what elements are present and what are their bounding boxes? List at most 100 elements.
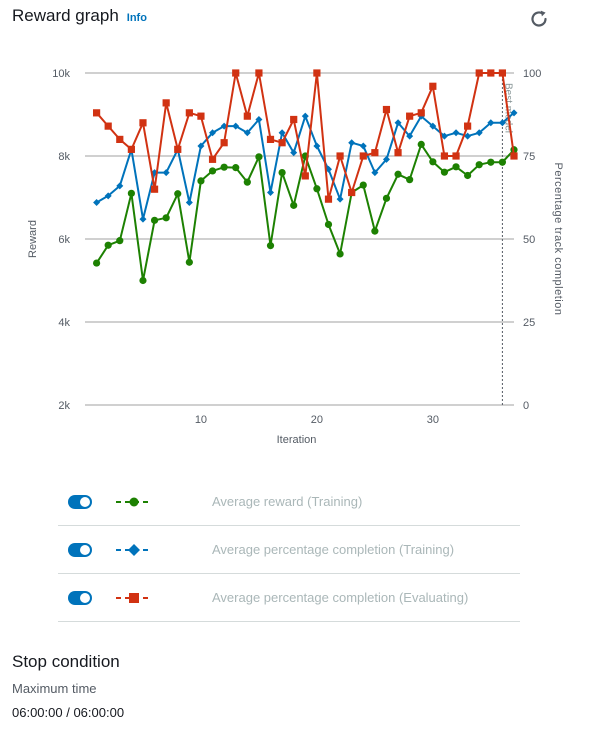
series-point [313, 142, 321, 150]
series-point [336, 250, 344, 258]
series-point [267, 189, 275, 197]
reward-chart: 2k 4k 6k 8k 10k 0 25 50 75 100 10 20 30 Iteration Rewa… [27, 68, 564, 446]
series-point [278, 139, 286, 147]
x-tick-label: 20 [311, 414, 323, 426]
series-point [150, 216, 159, 224]
series-point [336, 195, 344, 203]
series-point [406, 112, 414, 120]
series-line [96, 112, 515, 221]
series-point [209, 129, 217, 137]
series-point [498, 69, 507, 77]
y-left-tick-label: 2k [58, 400, 70, 412]
series-point [185, 109, 193, 117]
series-point [243, 112, 251, 120]
y-left-tick-label: 4k [58, 317, 70, 329]
refresh-icon[interactable] [528, 8, 550, 30]
series-point [359, 181, 367, 189]
info-link[interactable]: Info [126, 12, 147, 24]
series-point [232, 164, 240, 172]
series-point [197, 142, 205, 150]
series-point [324, 195, 333, 203]
x-tick-label: 30 [427, 414, 439, 426]
series-point [174, 190, 182, 198]
series-point [232, 122, 240, 130]
series-point [382, 105, 391, 114]
series-point [220, 139, 228, 147]
legend-label: Average reward (Training) [212, 494, 363, 509]
series-point [243, 178, 251, 186]
series-point [174, 145, 182, 153]
series-point [197, 177, 205, 185]
series-point [475, 161, 483, 169]
series-point [243, 129, 251, 137]
y-right-axis-label: Percentage track completion [552, 163, 564, 316]
series-point [150, 185, 159, 193]
series-point [278, 169, 286, 177]
series-point [417, 109, 425, 117]
chart-legend: Average reward (Training) Average percen… [58, 478, 520, 622]
series-point [359, 152, 367, 160]
series-point [185, 198, 193, 206]
series-point [429, 122, 437, 130]
series-point [185, 258, 193, 266]
series-point [440, 168, 449, 176]
series-point [348, 188, 356, 197]
series-point [208, 167, 217, 175]
series-point [429, 158, 437, 166]
series-point [127, 189, 135, 197]
toggle-average-completion-evaluating[interactable] [68, 590, 92, 605]
series-point [382, 155, 390, 163]
legend-item-average-reward-training: Average reward (Training) [58, 478, 520, 526]
series-point [440, 152, 449, 160]
toggle-average-reward-training[interactable] [68, 494, 92, 509]
series-point [104, 241, 112, 249]
series-point [255, 69, 263, 77]
toggle-average-completion-training[interactable] [68, 542, 92, 557]
y-right-tick-label: 25 [523, 317, 535, 329]
series-point [406, 176, 414, 184]
series-point [301, 112, 309, 120]
stop-condition-value: 06:00:00 / 06:00:00 [12, 705, 125, 720]
legend-label: Average percentage completion (Evaluatin… [212, 590, 469, 605]
y-right-tick-label: 100 [523, 68, 541, 80]
series-point [440, 132, 448, 140]
series-point [498, 158, 507, 166]
series-point [452, 163, 460, 171]
stop-condition-title: Stop condition [12, 652, 120, 671]
page-title: Reward graph [12, 6, 119, 25]
y-left-tick-label: 6k [58, 234, 70, 246]
series-point [371, 149, 379, 157]
square-marker-icon [116, 592, 152, 603]
series-point [220, 163, 228, 171]
series-point [475, 129, 483, 137]
y-right-tick-label: 0 [523, 400, 529, 412]
series-point [255, 115, 263, 123]
y-left-axis-label: Reward [27, 220, 39, 258]
series-point [139, 215, 147, 223]
series-point [197, 112, 205, 120]
series-point [93, 198, 101, 206]
series-point [278, 129, 286, 137]
series-point [116, 135, 124, 143]
series-point [290, 149, 298, 157]
series-point [139, 276, 147, 285]
series-point [92, 109, 101, 117]
series-point [464, 132, 472, 140]
series-point [208, 155, 217, 163]
series-point [104, 122, 112, 130]
series-point [359, 142, 367, 150]
series-point [139, 119, 147, 127]
series-point [92, 259, 101, 267]
series-point [313, 185, 321, 193]
series-point [324, 220, 333, 229]
series-point [487, 158, 495, 166]
series-point [394, 170, 402, 178]
series-point [417, 140, 425, 148]
series-point [232, 69, 240, 77]
legend-item-average-completion-evaluating: Average percentage completion (Evaluatin… [58, 574, 520, 622]
series-line [95, 72, 515, 201]
series-point [382, 194, 391, 202]
x-tick-label: 10 [195, 414, 207, 426]
circle-marker-icon [116, 497, 152, 506]
y-right-tick-label: 75 [523, 151, 535, 163]
